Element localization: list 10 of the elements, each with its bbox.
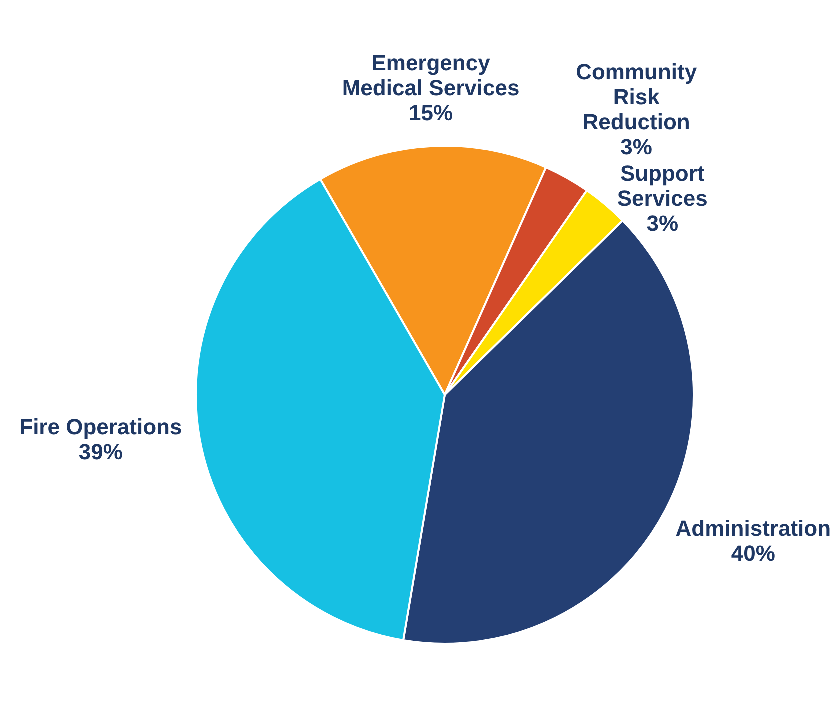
slice-label: Emergency Medical Services (342, 50, 520, 100)
slice-label: Community Risk Reduction (576, 59, 698, 134)
data-label: 39% (78, 439, 123, 464)
slice-label: Support Services (617, 161, 708, 212)
slice-label: Administration (676, 516, 832, 541)
data-label: 15% (409, 100, 454, 126)
slice-label: Fire Operations (20, 414, 182, 440)
data-label: 3% (620, 134, 652, 160)
data-label: 3% (646, 211, 678, 236)
data-label: 40% (731, 540, 776, 566)
